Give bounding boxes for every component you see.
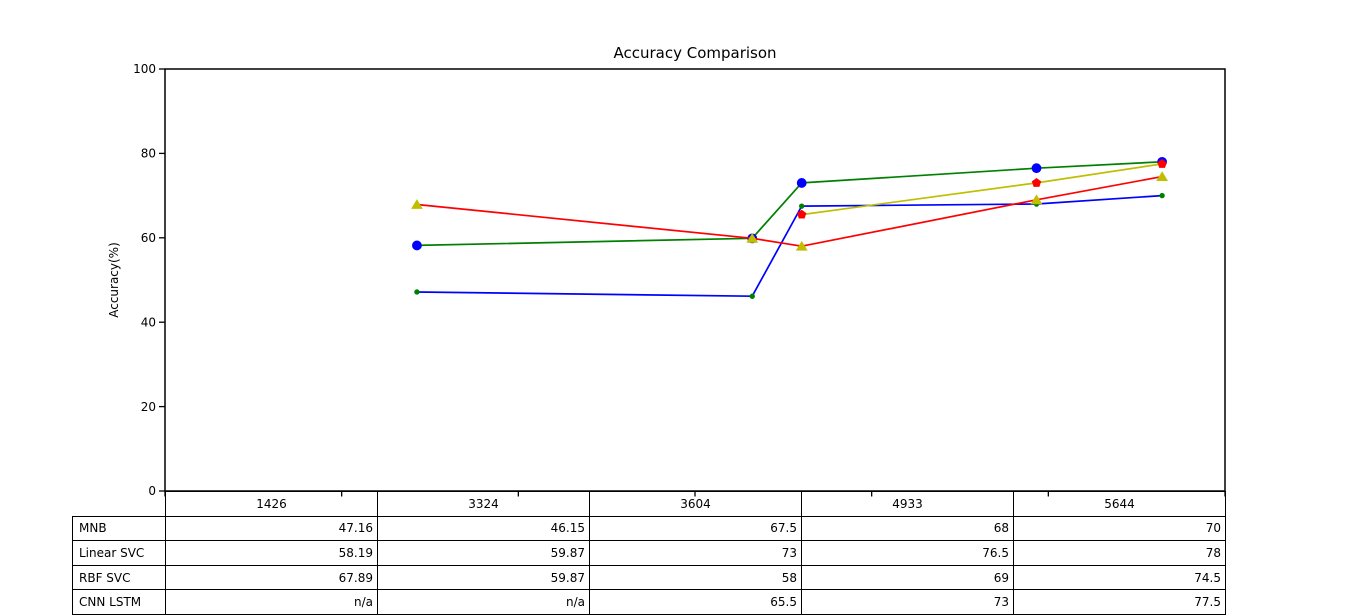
- cell-mnb-3324: 46.15: [377, 515, 590, 542]
- table-corner-blank: [73, 492, 166, 517]
- marker-rbf-svc-x3604: [795, 240, 808, 251]
- marker-rbf-svc-x3324: [746, 232, 759, 243]
- marker-mnb-x4933: [1033, 201, 1040, 207]
- cell-cnn-lstm-3324: n/a: [377, 589, 590, 615]
- y-tick-label-80: 80: [141, 147, 156, 161]
- cell-cnn-lstm-5644: 77.5: [1013, 589, 1226, 615]
- marker-mnb-x1426: [414, 289, 420, 295]
- cell-rbf-svc-3324: 59.87: [377, 564, 590, 591]
- cell-linear-svc-3324: 59.87: [377, 540, 590, 566]
- cell-mnb-3604: 67.5: [589, 515, 802, 542]
- marker-mnb-x5644: [1159, 192, 1165, 199]
- cell-linear-svc-5644: 78: [1013, 540, 1226, 566]
- table-row-linear-svc: Linear SVC 58.19 59.87 73 76.5 78: [72, 540, 1226, 566]
- series-line-mnb: [416, 194, 1163, 298]
- table-header-row: 1426 3324 3604 4933 5644: [73, 491, 1226, 517]
- cell-cnn-lstm-1426: n/a: [165, 589, 378, 615]
- table-row-rbf-svc: RBF SVC 67.89 59.87 58 69 74.5: [72, 564, 1226, 591]
- cell-cnn-lstm-4933: 73: [801, 589, 1014, 615]
- cell-mnb-4933: 68: [801, 515, 1014, 542]
- row-label-mnb: MNB: [72, 515, 166, 542]
- cell-mnb-5644: 70: [1013, 515, 1226, 542]
- marker-linear-svc-x3324: [747, 233, 758, 244]
- marker-cnn-lstm-x5644: [1157, 159, 1167, 168]
- cell-rbf-svc-4933: 69: [801, 564, 1014, 591]
- table-header-3324: 3324: [377, 491, 590, 517]
- cell-rbf-svc-1426: 67.89: [165, 564, 378, 591]
- cell-rbf-svc-5644: 74.5: [1013, 564, 1226, 591]
- table-row-mnb: MNB 47.16 46.15 67.5 68 70: [72, 515, 1226, 542]
- marker-cnn-lstm-x4933: [1031, 178, 1042, 187]
- marker-mnb-x3604: [799, 203, 805, 209]
- table-row-cnn-lstm: CNN LSTM n/a n/a 65.5 73 77.5: [72, 589, 1226, 615]
- y-tick-label-60: 60: [141, 231, 156, 245]
- marker-linear-svc-x5644: [1157, 156, 1168, 167]
- table-header-4933: 4933: [801, 491, 1014, 517]
- marker-cnn-lstm-x3604: [797, 209, 807, 219]
- cell-rbf-svc-3604: 58: [589, 564, 802, 591]
- marker-rbf-svc-x5644: [1156, 171, 1169, 182]
- y-axis-label: Accuracy(%): [107, 242, 121, 318]
- table-header-3604: 3604: [589, 491, 802, 517]
- series-line-linear-svc: [416, 160, 1163, 247]
- marker-rbf-svc-x1426: [411, 199, 423, 209]
- series-line-rbf-svc: [416, 175, 1163, 248]
- cell-linear-svc-3604: 73: [589, 540, 802, 566]
- cell-linear-svc-4933: 76.5: [801, 540, 1014, 566]
- row-label-rbf-svc: RBF SVC: [72, 564, 166, 591]
- plot-spines: [164, 68, 1226, 492]
- marker-mnb-x3324: [749, 293, 755, 299]
- y-tick-label-20: 20: [141, 400, 156, 414]
- row-label-linear-svc: Linear SVC: [72, 540, 166, 566]
- cell-mnb-1426: 47.16: [165, 515, 378, 542]
- marker-linear-svc-x1426: [412, 240, 422, 251]
- y-tick-label-40: 40: [141, 315, 156, 329]
- cell-linear-svc-1426: 58.19: [165, 540, 378, 566]
- marker-rbf-svc-x4933: [1030, 194, 1043, 205]
- y-tick-label-100: 100: [133, 62, 156, 76]
- table-header-5644: 5644: [1013, 491, 1226, 517]
- series-line-cnn-lstm: [800, 163, 1163, 216]
- marker-linear-svc-x4933: [1031, 163, 1042, 174]
- marker-linear-svc-x3604: [796, 178, 807, 188]
- table-header-1426: 1426: [165, 491, 378, 517]
- series-data-table: 1426 3324 3604 4933 5644 MNB 47.16 46.15 67.5 68 7…: [72, 491, 1226, 615]
- chart-title: Accuracy Comparison: [613, 44, 777, 62]
- row-label-cnn-lstm: CNN LSTM: [72, 589, 166, 615]
- cell-cnn-lstm-3604: 65.5: [589, 589, 802, 615]
